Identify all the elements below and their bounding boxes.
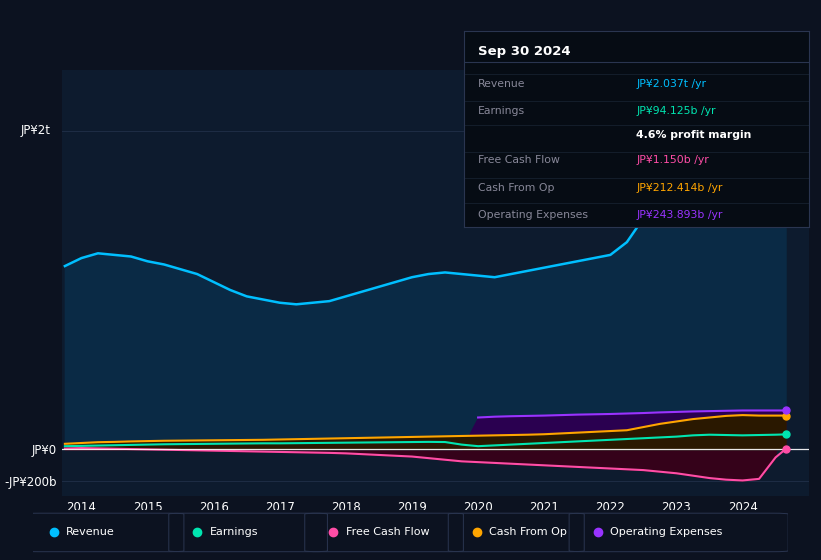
Text: Operating Expenses: Operating Expenses [478,210,588,220]
Text: Operating Expenses: Operating Expenses [610,527,722,537]
Text: JP¥243.893b /yr: JP¥243.893b /yr [636,210,722,220]
Text: 4.6% profit margin: 4.6% profit margin [636,130,752,139]
Text: Cash From Op: Cash From Op [489,527,567,537]
Text: JP¥94.125b /yr: JP¥94.125b /yr [636,106,716,116]
Text: Earnings: Earnings [478,106,525,116]
Text: Free Cash Flow: Free Cash Flow [346,527,429,537]
Text: Revenue: Revenue [66,527,115,537]
Text: JP¥2.037t /yr: JP¥2.037t /yr [636,79,706,88]
Text: Free Cash Flow: Free Cash Flow [478,155,560,165]
Text: Cash From Op: Cash From Op [478,183,554,193]
Text: JP¥212.414b /yr: JP¥212.414b /yr [636,183,722,193]
Text: Earnings: Earnings [209,527,258,537]
Text: JP¥2t: JP¥2t [21,124,50,137]
Text: Revenue: Revenue [478,79,525,88]
Text: JP¥1.150b /yr: JP¥1.150b /yr [636,155,709,165]
Text: Sep 30 2024: Sep 30 2024 [478,45,571,58]
